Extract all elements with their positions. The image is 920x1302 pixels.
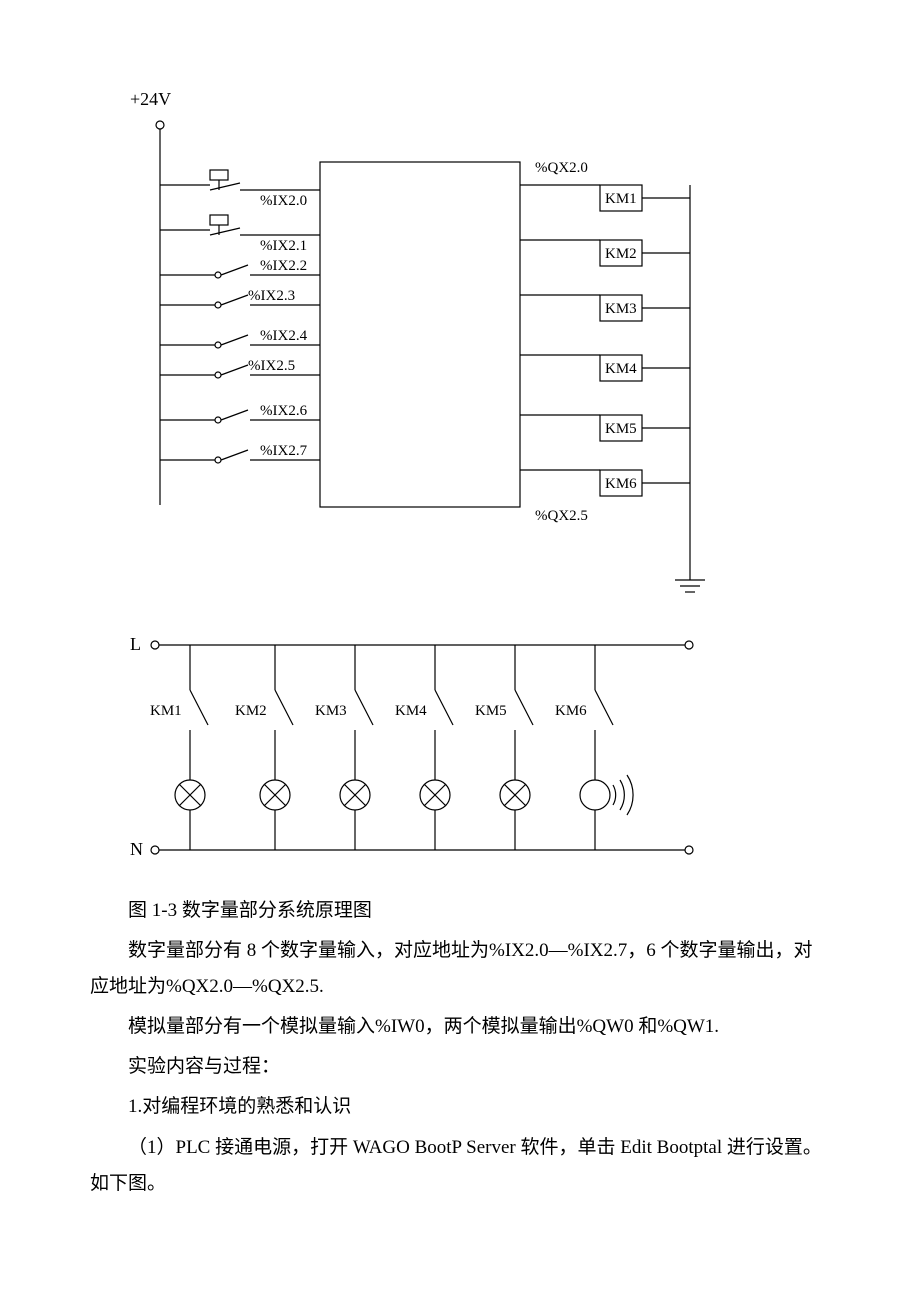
output-km6: KM6 xyxy=(520,470,690,496)
svg-text:%IX2.7: %IX2.7 xyxy=(260,443,308,459)
contactor-km6: KM6 xyxy=(555,645,633,850)
svg-text:KM6: KM6 xyxy=(605,476,637,492)
svg-text:%IX2.2: %IX2.2 xyxy=(260,258,307,274)
contactor-km3: KM3 xyxy=(315,645,373,850)
input-ix2-6: %IX2.6 xyxy=(160,403,320,423)
output-km4: KM4 xyxy=(520,355,690,381)
supply-label: +24V xyxy=(130,90,171,109)
output-km2: KM2 xyxy=(520,240,690,266)
svg-text:KM4: KM4 xyxy=(395,703,427,719)
input-ix2-1: %IX2.1 xyxy=(160,215,320,254)
figure-caption: 图 1-3 数字量部分系统原理图 xyxy=(90,893,830,929)
output-km3: KM3 xyxy=(520,295,690,321)
input-ix2-7: %IX2.7 xyxy=(160,443,320,463)
line-n-label: N xyxy=(130,839,143,859)
circuit-diagram: +24V %IX2.0 %IX2.1 %IX2.2 xyxy=(130,90,770,860)
contactor-km2: KM2 xyxy=(235,645,293,850)
paragraph-4: 1.对编程环境的熟悉和认识 xyxy=(90,1089,830,1125)
ground-symbol xyxy=(675,580,705,592)
input-ix2-4: %IX2.4 xyxy=(160,328,320,348)
paragraph-3: 实验内容与过程： xyxy=(90,1049,830,1085)
input-ix2-3: %IX2.3 xyxy=(160,288,320,308)
contactor-km5: KM5 xyxy=(475,645,533,850)
output-km1: KM1 xyxy=(520,185,690,211)
paragraph-5: （1）PLC 接通电源，打开 WAGO BootP Server 软件，单击 E… xyxy=(90,1130,830,1202)
paragraph-1: 数字量部分有 8 个数字量输入，对应地址为%IX2.0—%IX2.7，6 个数字… xyxy=(90,933,830,1005)
svg-text:KM3: KM3 xyxy=(605,301,637,317)
output-bottom-label: %QX2.5 xyxy=(535,508,588,524)
input-ix2-2: %IX2.2 xyxy=(160,258,320,278)
input-ix2-5: %IX2.5 xyxy=(160,358,320,378)
svg-text:KM5: KM5 xyxy=(605,421,637,437)
svg-text:KM2: KM2 xyxy=(605,246,637,262)
svg-text:KM2: KM2 xyxy=(235,703,267,719)
svg-text:KM3: KM3 xyxy=(315,703,347,719)
svg-text:%IX2.4: %IX2.4 xyxy=(260,328,308,344)
svg-text:KM5: KM5 xyxy=(475,703,507,719)
svg-text:KM1: KM1 xyxy=(150,703,182,719)
svg-text:%IX2.0: %IX2.0 xyxy=(260,193,307,209)
line-l-label: L xyxy=(130,634,141,654)
svg-text:%IX2.1: %IX2.1 xyxy=(260,238,307,254)
contactor-km4: KM4 xyxy=(395,645,453,850)
svg-text:%IX2.5: %IX2.5 xyxy=(248,358,295,374)
body-text: 图 1-3 数字量部分系统原理图 数字量部分有 8 个数字量输入，对应地址为%I… xyxy=(90,893,830,1206)
contactor-km1: KM1 xyxy=(150,645,208,850)
input-ix2-0: %IX2.0 xyxy=(160,170,320,209)
svg-text:KM6: KM6 xyxy=(555,703,587,719)
output-top-label: %QX2.0 xyxy=(535,160,588,176)
svg-text:%IX2.3: %IX2.3 xyxy=(248,288,295,304)
svg-text:KM4: KM4 xyxy=(605,361,637,377)
output-km5: KM5 xyxy=(520,415,690,441)
svg-text:%IX2.6: %IX2.6 xyxy=(260,403,308,419)
svg-text:KM1: KM1 xyxy=(605,191,637,207)
paragraph-2: 模拟量部分有一个模拟量输入%IW0，两个模拟量输出%QW0 和%QW1. xyxy=(90,1009,830,1045)
